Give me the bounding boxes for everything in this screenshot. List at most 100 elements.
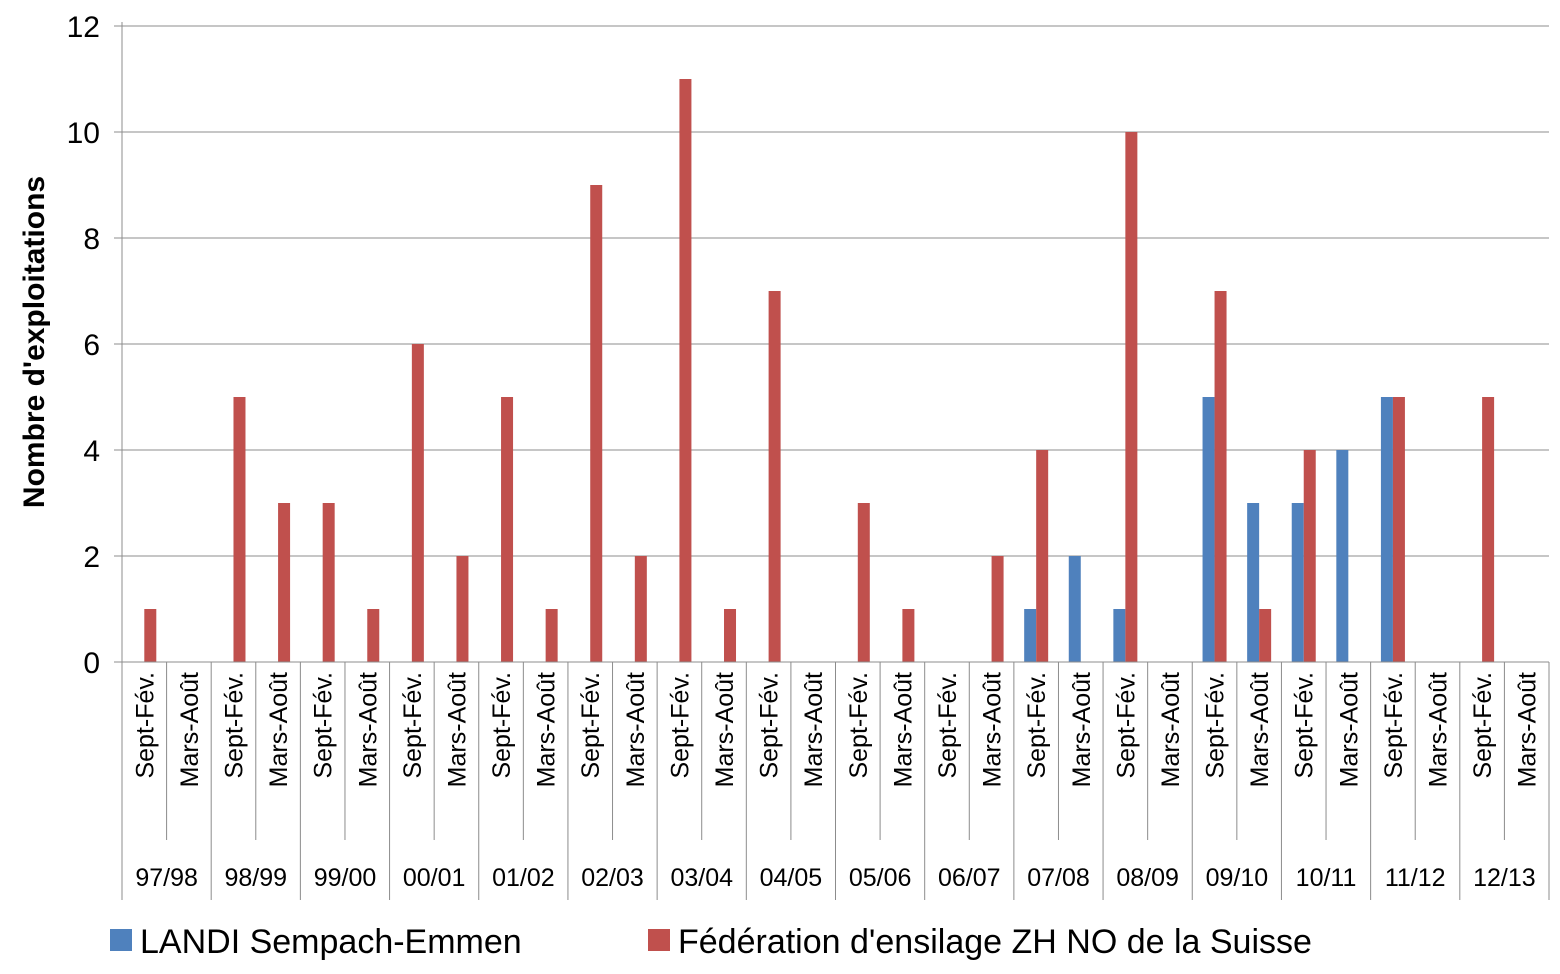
x-group-label: 05/06 xyxy=(849,864,912,892)
x-group-label: 10/11 xyxy=(1296,864,1357,892)
gridlines xyxy=(122,25,1549,557)
x-category-label: Mars-Août xyxy=(176,672,204,787)
y-tick-label: 10 xyxy=(67,117,100,150)
legend-label: Fédération d'ensilage ZH NO de la Suisse xyxy=(678,923,1312,961)
x-category-label: Sept-Fév. xyxy=(666,672,694,779)
x-category-label: Sept-Fév. xyxy=(220,672,248,779)
x-category-label: Sept-Fév. xyxy=(310,672,338,779)
x-category-label: Sept-Fév. xyxy=(488,672,516,779)
x-group-label: 99/00 xyxy=(314,864,377,892)
bar xyxy=(411,344,424,662)
bar xyxy=(1068,556,1081,662)
x-category-label: Sept-Fév. xyxy=(399,672,427,779)
x-category-label: Mars-Août xyxy=(1335,672,1363,787)
x-group-label: 98/99 xyxy=(225,864,288,892)
x-category-label: Mars-Août xyxy=(1246,672,1274,787)
y-tick-labels: 0 2 4 6 8 10 12 xyxy=(67,11,100,680)
bar xyxy=(278,503,291,662)
x-group-label: 97/98 xyxy=(135,864,198,892)
x-group-label: 09/10 xyxy=(1206,864,1269,892)
x-category-label: Sept-Fév. xyxy=(1469,672,1497,779)
x-group-label: 11/12 xyxy=(1385,864,1446,892)
bars xyxy=(144,79,1495,662)
bar xyxy=(1291,503,1304,662)
y-axis-label: Nombre d'exploitations xyxy=(18,176,51,508)
bar xyxy=(456,556,469,662)
x-group-label: 12/13 xyxy=(1473,864,1536,892)
bar xyxy=(679,79,692,662)
x-group-label: 02/03 xyxy=(581,864,644,892)
bar xyxy=(1336,450,1349,662)
x-category-label: Mars-Août xyxy=(443,672,471,787)
bar xyxy=(724,609,737,662)
bar xyxy=(1380,397,1393,662)
x-category-label: Mars-Août xyxy=(800,672,828,787)
bar xyxy=(590,185,603,662)
x-category-label: Sept-Fév. xyxy=(577,672,605,779)
x-group-label: 00/01 xyxy=(403,864,466,892)
x-category-label: Mars-Août xyxy=(1425,672,1453,787)
bar xyxy=(902,609,915,662)
x-category-label: Sept-Fév. xyxy=(1202,672,1230,779)
y-tick-label: 8 xyxy=(83,223,100,256)
x-category-label: Mars-Août xyxy=(1068,672,1096,787)
bar xyxy=(367,609,380,662)
x-category-label: Mars-Août xyxy=(622,672,650,787)
legend-label: LANDI Sempach-Emmen xyxy=(140,923,522,961)
x-category-label: Sept-Fév. xyxy=(1112,672,1140,779)
x-category-label: Sept-Fév. xyxy=(1380,672,1408,779)
bar xyxy=(634,556,647,662)
x-category-label: Mars-Août xyxy=(1157,672,1185,787)
legend-swatch xyxy=(110,929,132,951)
y-tick-label: 12 xyxy=(67,11,100,44)
x-group-label: 04/05 xyxy=(760,864,823,892)
bar xyxy=(545,609,558,662)
x-group-label: 01/02 xyxy=(492,864,555,892)
x-category-label: Sept-Fév. xyxy=(934,672,962,779)
y-tick-label: 2 xyxy=(83,541,100,574)
axes xyxy=(114,22,1550,900)
x-group-label: 06/07 xyxy=(938,864,1001,892)
x-category-label: Sept-Fév. xyxy=(131,672,159,779)
bar xyxy=(1303,450,1316,662)
x-category-label: Sept-Fév. xyxy=(845,672,873,779)
bar xyxy=(1247,503,1260,662)
bar xyxy=(857,503,870,662)
legend: LANDI Sempach-Emmen Fédération d'ensilage… xyxy=(110,923,1312,961)
bar xyxy=(1024,609,1037,662)
x-group-label: 03/04 xyxy=(670,864,733,892)
bar xyxy=(1392,397,1405,662)
x-category-label: Mars-Août xyxy=(533,672,561,787)
bar xyxy=(1125,132,1138,662)
bar xyxy=(1214,291,1227,662)
bar xyxy=(991,556,1004,662)
x-group-labels: 97/98 98/99 99/00 00/01 01/02 02/03 03/04 04/05… xyxy=(135,864,1535,892)
x-category-label: Mars-Août xyxy=(889,672,917,787)
x-category-label: Sept-Fév. xyxy=(1291,672,1319,779)
x-category-labels: Sept-Fév. Mars-Août Sept-Fév. Mars-Août Sept… xyxy=(131,672,1541,787)
bar xyxy=(768,291,781,662)
x-category-label: Mars-Août xyxy=(979,672,1007,787)
x-category-label: Sept-Fév. xyxy=(756,672,784,779)
x-category-label: Mars-Août xyxy=(1514,672,1542,787)
x-category-label: Sept-Fév. xyxy=(1023,672,1051,779)
bar xyxy=(322,503,335,662)
x-category-label: Mars-Août xyxy=(354,672,382,787)
y-tick-label: 4 xyxy=(83,435,100,468)
bar xyxy=(144,609,157,662)
bar xyxy=(1202,397,1215,662)
y-tick-label: 6 xyxy=(83,329,100,362)
x-group-label: 08/09 xyxy=(1116,864,1179,892)
bar xyxy=(1113,609,1126,662)
y-tick-label: 0 xyxy=(83,647,100,680)
bar xyxy=(1259,609,1272,662)
bar xyxy=(501,397,514,662)
x-category-label: Mars-Août xyxy=(265,672,293,787)
bar xyxy=(1036,450,1049,662)
x-group-label: 07/08 xyxy=(1027,864,1090,892)
bar xyxy=(233,397,246,662)
bar xyxy=(1482,397,1495,662)
x-category-label: Mars-Août xyxy=(711,672,739,787)
legend-swatch xyxy=(648,929,670,951)
